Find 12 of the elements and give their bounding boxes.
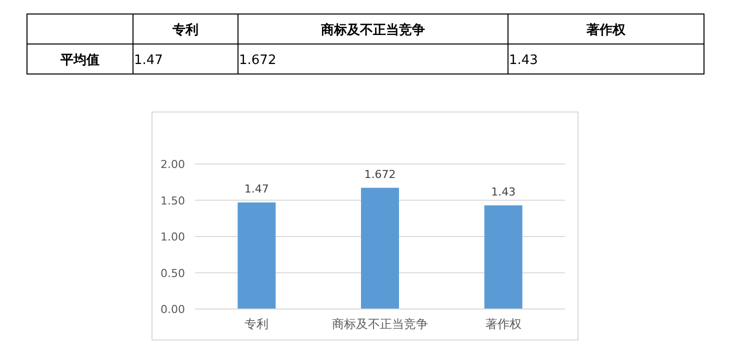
table: 专利 商标及不正当竞争 著作权 平均值 1.47 1.672 1.43 <box>26 14 704 74</box>
y-tick-label: 0.50 <box>160 266 185 280</box>
x-tick-label: 专利 <box>244 317 269 331</box>
y-tick-label: 1.50 <box>160 194 185 208</box>
y-tick-label: 0.00 <box>160 303 185 316</box>
y-tick-label: 1.00 <box>160 230 185 244</box>
data-label: 1.43 <box>491 185 516 198</box>
x-tick-label: 著作权 <box>485 317 522 331</box>
data-label: 1.672 <box>364 168 396 181</box>
x-tick-label: 商标及不正当竞争 <box>332 317 428 331</box>
data-label: 1.47 <box>244 182 269 196</box>
y-tick-label: 2.00 <box>160 158 185 171</box>
